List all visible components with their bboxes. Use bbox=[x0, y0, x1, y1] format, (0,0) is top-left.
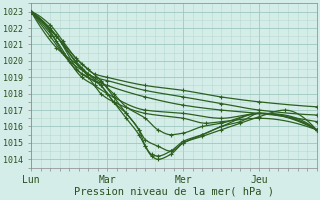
X-axis label: Pression niveau de la mer( hPa ): Pression niveau de la mer( hPa ) bbox=[74, 187, 274, 197]
